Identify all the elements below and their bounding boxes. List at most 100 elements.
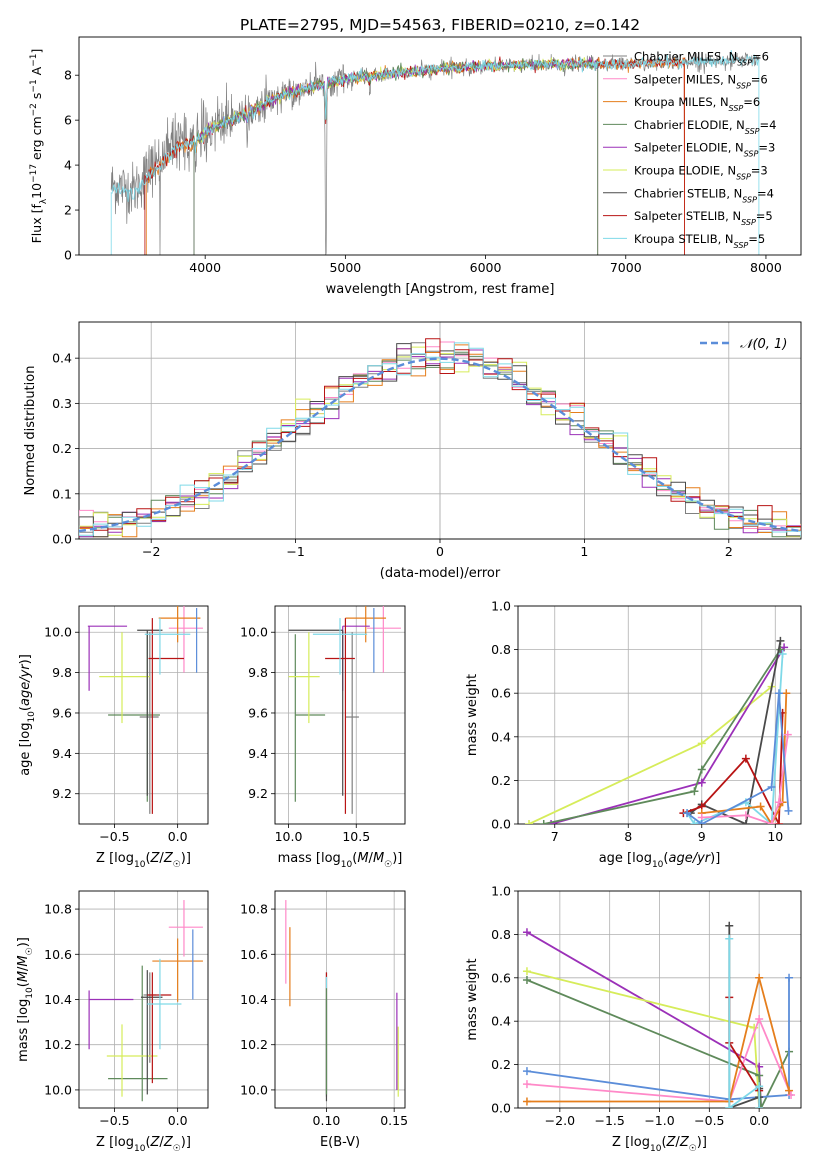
weight-line: [543, 649, 782, 824]
axes-frame: [274, 890, 406, 1109]
weight-marker: [683, 809, 692, 818]
y-tick-label: 10.0: [240, 1082, 268, 1097]
x-tick-label: 1: [580, 544, 588, 559]
y-tick-label: 10.0: [44, 625, 72, 640]
x-tick-label: −2.0: [545, 1113, 575, 1128]
x-axis-label: age [log10(age/yr)]: [599, 851, 721, 870]
x-tick-label: 7000: [610, 260, 642, 275]
y-tick-label: 10.8: [44, 902, 72, 917]
x-tick-label: 5000: [329, 260, 361, 275]
y-tick-label: 8: [64, 68, 72, 83]
weight-marker: [782, 689, 791, 698]
y-axis-label: mass [log10(M/M☉)]: [16, 937, 35, 1062]
weight-marker: [767, 782, 776, 791]
histogram-step-line: [79, 342, 801, 538]
legend-label: Salpeter MILES, NSSP=6: [634, 72, 768, 90]
weight-marker: [697, 820, 706, 824]
y-tick-label: 10.0: [240, 625, 268, 640]
weight-marker: [725, 1104, 734, 1108]
y-axis-label: Normed distribution: [23, 366, 38, 496]
y-tick-label: 0.0: [52, 532, 72, 547]
x-axis-label: Z [log10(Z/Z☉)]: [96, 1135, 191, 1154]
x-axis-label: Z [log10(Z/Z☉)]: [96, 851, 191, 870]
x-tick-label: 6000: [470, 260, 502, 275]
legend-label: Salpeter ELODIE, NSSP=3: [634, 141, 775, 159]
y-axis-label: mass weight: [465, 958, 480, 1040]
spectrum-lines: [110, 50, 760, 255]
y-tick-label: 6: [64, 113, 72, 128]
weight-line: [701, 734, 789, 824]
y-tick-label: 9.6: [52, 705, 72, 720]
x-tick-label: 9: [698, 829, 706, 844]
x-tick-label: 0.15: [380, 1113, 408, 1128]
x-tick-label: −1: [286, 544, 304, 559]
weight-marker: [522, 975, 531, 984]
residual-histogram-panel: −2 −1 0 1 2 0.0 0.1 0.2 0.3 0.4 𝒩(0, 1) (data-model…: [23, 321, 802, 581]
weight-line: [527, 977, 790, 1103]
legend-label: Chabrier ELODIE, NSSP=4: [634, 118, 776, 136]
axes-frame: [78, 605, 209, 825]
x-tick-label: 10.0: [275, 829, 303, 844]
weight-marker: [690, 820, 699, 824]
axes-frame: [274, 605, 406, 825]
weight-marker: [755, 973, 764, 982]
weight-line: [690, 640, 782, 824]
y-tick-label: 10.6: [44, 947, 72, 962]
mass-weight-vs-Z-panel: −2.0 −1.5 −1.0 −0.5 0.0 0.0 0.2 0.4 0.6 0.8 1.0 Z […: [465, 884, 802, 1154]
axes-frame: [78, 321, 802, 540]
x-tick-label: −0.5: [99, 829, 129, 844]
y-axis-label: mass weight: [465, 674, 480, 756]
y-tick-label: 9.6: [248, 705, 268, 720]
weight-marker: [539, 820, 548, 824]
y-tick-label: 0.8: [491, 642, 511, 657]
legend-label: Kroupa STELIB, NSSP=5: [634, 232, 765, 250]
y-tick-label: 9.4: [52, 746, 72, 761]
y-tick-label: 0: [64, 248, 72, 263]
weight-marker: [755, 1015, 764, 1024]
x-tick-label: 0.0: [749, 1113, 769, 1128]
age-vs-Z-panel: −0.5 0.0 9.2 9.4 9.6 9.8 10.0 Z [log10(Z/Z☉)] ag…: [18, 605, 209, 870]
weight-marker: [757, 1104, 766, 1108]
x-tick-label: −2: [142, 544, 160, 559]
weight-marker: [774, 798, 783, 807]
normal-curve: [79, 357, 801, 533]
weight-marker: [522, 1080, 531, 1089]
x-tick-label: 7: [551, 829, 559, 844]
y-tick-label: 0.1: [52, 486, 72, 501]
weight-line: [526, 979, 790, 1108]
legend-label: Salpeter STELIB, NSSP=5: [634, 209, 773, 227]
mass-vs-Z-panel: −0.5 0.0 10.0 10.2 10.4 10.6 10.8 Z [log10(Z/Z☉…: [16, 890, 209, 1154]
y-tick-label: 10.0: [44, 1082, 72, 1097]
weight-marker: [525, 820, 534, 824]
weight-line: [528, 686, 773, 824]
error-bars: [88, 900, 203, 1102]
x-tick-label: 10.5: [342, 829, 370, 844]
legend-label: Kroupa MILES, NSSP=6: [634, 95, 760, 113]
legend-label: Chabrier STELIB, NSSP=4: [634, 186, 774, 204]
y-tick-label: 0.4: [52, 351, 72, 366]
weight-marker: [741, 754, 750, 763]
weight-marker: [755, 1104, 764, 1108]
mass-vs-ebv-panel: 0.10 0.15 10.0 10.2 10.4 10.6 10.8 E(B-V): [240, 890, 408, 1150]
spectrum-model-line: [145, 56, 685, 255]
weight-marker: [774, 820, 783, 824]
y-tick-label: 0.6: [491, 970, 511, 985]
x-tick-label: 0.0: [168, 1113, 188, 1128]
spectrum-model-line: [193, 57, 599, 255]
mass-weight-vs-age-panel: 7 8 9 10 0.0 0.2 0.4 0.6 0.8 1.0 age [log10(age/yr…: [465, 599, 802, 870]
weight-lines: [525, 636, 793, 824]
weight-marker: [778, 649, 787, 658]
figure-title: PLATE=2795, MJD=54563, FIBERID=0210, z=0…: [240, 16, 640, 34]
weight-marker: [755, 1082, 764, 1091]
weight-marker: [697, 739, 706, 748]
y-tick-label: 10.2: [44, 1037, 72, 1052]
weight-marker: [522, 1067, 531, 1076]
weight-marker: [755, 1071, 764, 1080]
y-tick-label: 0.4: [491, 1014, 511, 1029]
x-tick-label: 0.10: [313, 1113, 341, 1128]
legend-label: Kroupa ELODIE, NSSP=3: [634, 164, 768, 182]
weight-marker: [697, 765, 706, 774]
y-tick-label: 9.2: [248, 786, 268, 801]
y-tick-label: 9.8: [248, 665, 268, 680]
